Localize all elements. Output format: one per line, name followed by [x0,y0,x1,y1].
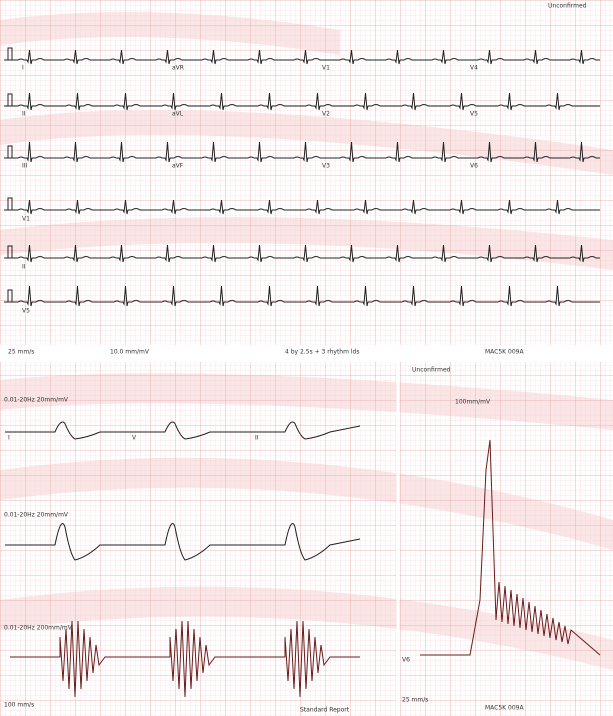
lead-label: aVL [172,111,184,118]
right-speed: 25 mm/s [402,697,428,704]
detail-speed: 100 mm/s [4,702,34,709]
status: Unconfirmed [548,3,587,10]
lead-label: V1 [322,65,330,72]
lead-label: I [22,65,24,72]
right-lead: V6 [402,657,410,664]
detail-status: Unconfirmed [412,367,451,374]
lead-label: aVF [172,163,184,170]
grid-top [0,0,613,345]
detail-device: MAC5K 009A [485,705,524,712]
filter-3: 0.01-20Hz 200mm/mV [4,625,73,632]
lead-label: III [22,163,28,170]
filter-2: 0.01-20Hz 20mm/mV [4,512,69,519]
right-gain: 100mm/mV [455,399,491,406]
lead-label: V4 [470,65,478,72]
detail-lead: II [255,435,259,442]
footer-device: MAC5K 009A [485,349,524,356]
lead-label: V6 [470,163,478,170]
filter-1: 0.01-20Hz 20mm/mV [4,397,69,404]
lead-label: II [22,264,26,271]
ecg-printout: Unconfirmed 25 mm/s 10.0 mm/mV 4 by 2.5s… [0,0,613,716]
footer-speed: 25 mm/s [8,349,34,356]
lead-label: V3 [322,163,330,170]
lead-label: V5 [22,308,30,315]
lead-label: V5 [470,111,478,118]
lead-label: II [22,111,26,118]
lead-label: V1 [22,216,30,223]
report-name: Standard Report [300,707,350,714]
lead-label: aVR [172,65,184,72]
footer-gain: 10.0 mm/mV [110,349,150,356]
detail-lead: I [8,435,10,442]
lead-label: V2 [322,111,330,118]
footer-format: 4 by 2.5s + 3 rhythm lds [285,349,359,356]
